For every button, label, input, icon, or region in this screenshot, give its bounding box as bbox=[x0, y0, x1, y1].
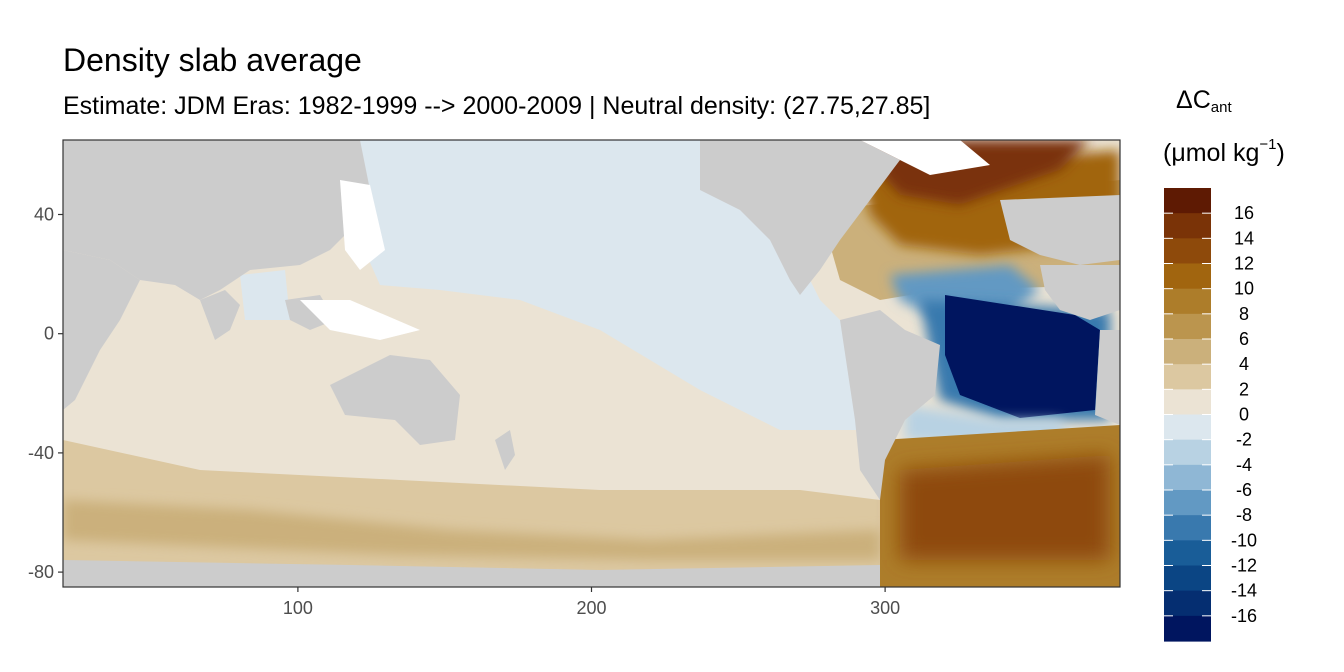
colorbar-bin bbox=[1164, 364, 1211, 390]
colorbar-tick-label: -4 bbox=[1236, 455, 1252, 475]
colorbar-bin bbox=[1164, 464, 1211, 491]
north-pacific-region bbox=[360, 140, 860, 430]
colorbar-tick-label: -8 bbox=[1236, 505, 1252, 525]
land-africa-east bbox=[63, 250, 140, 410]
land-india bbox=[200, 290, 240, 340]
colorbar-bin bbox=[1164, 389, 1211, 416]
colorbar-tick-label: -12 bbox=[1231, 556, 1257, 576]
land-north-america bbox=[700, 140, 900, 295]
land-new-zealand bbox=[495, 430, 515, 470]
colorbar-bin bbox=[1164, 439, 1211, 466]
colorbar-tick-label: -6 bbox=[1236, 480, 1252, 500]
colorbar-tick-label: 0 bbox=[1239, 405, 1249, 425]
legend-unit-superscript: −1 bbox=[1259, 136, 1277, 153]
south-atlantic-core bbox=[945, 295, 1100, 418]
colorbar-tick-label: 14 bbox=[1234, 228, 1254, 248]
legend-unit-pre: (μmol kg bbox=[1163, 139, 1260, 167]
colorbar-bin bbox=[1164, 188, 1211, 214]
colorbar-tick-label: -2 bbox=[1236, 430, 1252, 450]
land-africa-west bbox=[1040, 265, 1120, 320]
colorbar-tick-label: -10 bbox=[1231, 530, 1257, 550]
colorbar-tick-label: 10 bbox=[1234, 279, 1254, 299]
colorbar-bin bbox=[1164, 288, 1211, 315]
legend-title-main: ΔC bbox=[1176, 86, 1211, 114]
colorbar-tick-label: 2 bbox=[1239, 379, 1249, 399]
colorbar-bin bbox=[1164, 263, 1211, 290]
missing-east-asia bbox=[340, 180, 385, 270]
land-south-america bbox=[840, 310, 940, 500]
colorbar-bin bbox=[1164, 313, 1211, 340]
land-europe bbox=[1000, 195, 1120, 265]
land-africa-south bbox=[1095, 330, 1120, 425]
colorbar-bin bbox=[1164, 490, 1211, 516]
colorbar-bin bbox=[1164, 339, 1211, 365]
legend-unit-post: ) bbox=[1276, 139, 1285, 167]
y-tick-label: -80 bbox=[28, 562, 54, 582]
colorbar-tick-label: 16 bbox=[1234, 203, 1254, 223]
land-eurasia bbox=[63, 140, 370, 300]
colorbar-tick-label: 12 bbox=[1234, 254, 1254, 274]
south-atlantic-southern-dark bbox=[900, 455, 1110, 560]
colorbar-bin bbox=[1164, 414, 1211, 441]
legend-unit: (μmol kg−1) bbox=[1163, 136, 1285, 168]
legend-title-subscript: ant bbox=[1210, 99, 1232, 116]
colorbar-legend: 16 14 12 10 8 6 4 2 0 -2 -4 -6 -8 -10 -12 -14 -16 bbox=[1164, 188, 1257, 642]
x-tick-label: 100 bbox=[283, 598, 313, 618]
colorbar-tick-label: 4 bbox=[1239, 354, 1249, 374]
colorbar-bin bbox=[1164, 540, 1211, 567]
legend-title: ΔCant bbox=[1176, 86, 1232, 116]
colorbar-bin bbox=[1164, 238, 1211, 265]
y-tick-label: 0 bbox=[44, 324, 54, 344]
missing-indonesia bbox=[300, 300, 420, 340]
colorbar-bin bbox=[1164, 615, 1211, 642]
colorbar-bin bbox=[1164, 590, 1211, 617]
colorbar-tick-label: 6 bbox=[1239, 329, 1249, 349]
y-tick-label: -40 bbox=[28, 443, 54, 463]
colorbar-bin bbox=[1164, 565, 1211, 592]
chart-subtitle: Estimate: JDM Eras: 1982-1999 --> 2000-2… bbox=[63, 92, 931, 120]
colorbar-tick-label: 8 bbox=[1239, 304, 1249, 324]
x-tick-label: 300 bbox=[870, 598, 900, 618]
colorbar-bin bbox=[1164, 213, 1211, 239]
east-asia-sea-region bbox=[240, 270, 290, 320]
y-tick-label: 40 bbox=[34, 205, 54, 225]
land-masses bbox=[63, 140, 1120, 587]
chart-title: Density slab average bbox=[63, 42, 362, 78]
missing-arctic-atlantic bbox=[860, 140, 990, 175]
colorbar-bin bbox=[1164, 515, 1211, 541]
x-tick-label: 200 bbox=[576, 598, 606, 618]
southern-ocean-band-mid bbox=[63, 500, 880, 560]
map-panel bbox=[63, 140, 1120, 587]
missing-data-patches bbox=[300, 140, 990, 340]
colorbar-tick-label: -14 bbox=[1231, 581, 1257, 601]
colorbar-tick-label: -16 bbox=[1231, 606, 1257, 626]
land-antarctica bbox=[63, 560, 880, 587]
land-australia bbox=[330, 355, 460, 445]
